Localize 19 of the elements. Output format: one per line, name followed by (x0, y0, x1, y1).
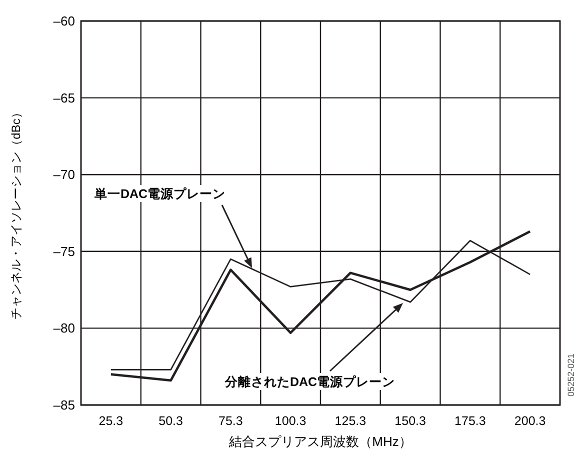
y-tick-label: –60 (53, 14, 75, 28)
text: 05252-021 (566, 353, 576, 397)
y-tick-label: –70 (53, 167, 75, 182)
x-tick-label: 200.3 (514, 414, 546, 428)
x-tick-label: 125.3 (334, 414, 366, 428)
annotation: 分離されたDAC電源プレーン (224, 374, 396, 389)
y-axis-title: チャンネル・アイソレーション（dBc） (9, 106, 23, 320)
x-tick-label: 100.3 (274, 414, 306, 428)
y-tick-label: –75 (53, 244, 75, 259)
y-tick-label: –65 (53, 90, 75, 106)
y-tick-label: –85 (53, 398, 75, 412)
x-tick-label: 150.3 (394, 414, 426, 428)
x-tick-label: 50.3 (158, 414, 184, 428)
y-tick-label: –80 (53, 320, 75, 336)
x-tick-label: 25.3 (98, 414, 124, 428)
annotation: 単一DAC電源プレーン (93, 186, 226, 201)
x-tick-label: 175.3 (454, 414, 486, 428)
x-axis-title: 結合スプリアス周波数（MHz） (228, 434, 412, 449)
x-tick-label: 75.3 (218, 414, 243, 428)
